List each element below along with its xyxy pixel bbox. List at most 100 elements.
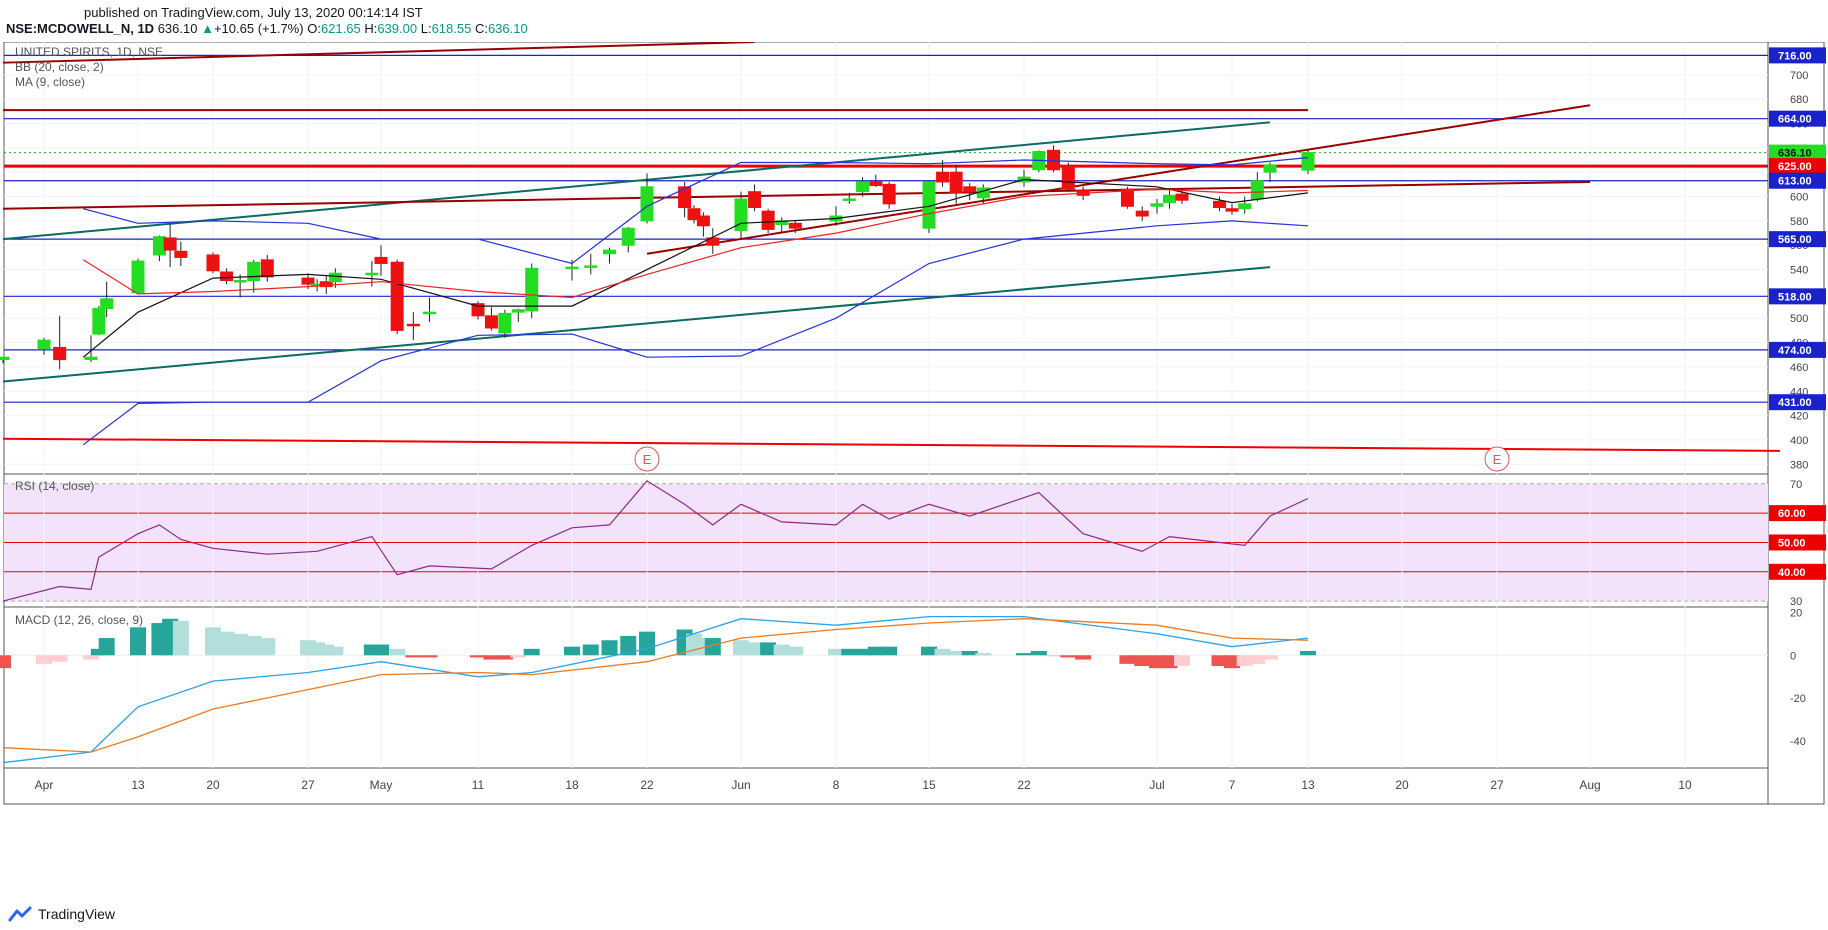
rsi-level-text: 50.00 bbox=[1778, 537, 1806, 549]
price-label-badge bbox=[1769, 144, 1826, 161]
macd-histogram-bar bbox=[961, 650, 978, 656]
high-value: 639.00 bbox=[377, 21, 418, 36]
candle-body bbox=[584, 265, 598, 268]
candle-body bbox=[84, 356, 98, 361]
time-axis-label: Aug bbox=[1579, 778, 1600, 792]
macd-histogram-bar bbox=[51, 655, 68, 662]
time-axis-label: 11 bbox=[472, 778, 485, 792]
tradingview-logo-icon[interactable] bbox=[8, 906, 32, 922]
rsi-tick-label: 70 bbox=[1790, 479, 1802, 491]
brand-name: TradingView bbox=[38, 906, 116, 922]
time-axis-label: 13 bbox=[1301, 778, 1315, 792]
symbol-name: NSE:MCDOWELL_N, 1D bbox=[6, 21, 155, 36]
time-axis-label: 20 bbox=[1395, 778, 1409, 792]
candle-body bbox=[301, 277, 315, 285]
time-axis-label: May bbox=[370, 778, 393, 792]
macd-histogram-bar bbox=[934, 648, 951, 656]
time-axis-label: 13 bbox=[131, 778, 145, 792]
price-label-badge bbox=[1769, 288, 1826, 305]
bb-basis-line bbox=[82, 188, 1309, 299]
macd-histogram-bar bbox=[1224, 655, 1240, 669]
price-label-badge bbox=[1769, 172, 1826, 189]
macd-tick-label: -40 bbox=[1790, 736, 1806, 748]
high-label: H: bbox=[364, 21, 378, 36]
price-tick-label: 400 bbox=[1790, 435, 1808, 447]
rsi-line bbox=[2, 480, 1309, 602]
candle-body bbox=[0, 356, 10, 361]
macd-histogram-bar bbox=[0, 655, 11, 669]
trendline bbox=[2, 437, 1781, 452]
last-price: 636.10 bbox=[157, 21, 198, 36]
candle-body bbox=[233, 280, 247, 283]
macd-histogram-bar bbox=[36, 655, 52, 664]
macd-histogram-bar bbox=[746, 642, 763, 656]
price-label-badge bbox=[1769, 47, 1826, 64]
candle-body bbox=[1061, 165, 1075, 190]
candle-body bbox=[1225, 208, 1239, 212]
price-tick-label: 540 bbox=[1790, 265, 1808, 277]
price-label-badge bbox=[1769, 231, 1826, 248]
price-tick-label: 700 bbox=[1790, 70, 1808, 82]
candle-body bbox=[511, 309, 525, 313]
macd-tick-label: -20 bbox=[1790, 693, 1806, 705]
macd-histogram-bar bbox=[205, 627, 221, 656]
macd-histogram-bar bbox=[259, 638, 276, 656]
macd-histogram-bar bbox=[1174, 655, 1190, 667]
macd-histogram-bar bbox=[373, 644, 389, 656]
macd-histogram-bar bbox=[1262, 655, 1278, 660]
macd-histogram-bar bbox=[1134, 655, 1151, 667]
macd-histogram-bar bbox=[975, 653, 992, 656]
macd-histogram-bar bbox=[582, 644, 599, 656]
earnings-marker-icon bbox=[1484, 446, 1510, 472]
rsi-level-badge bbox=[1769, 534, 1826, 551]
chart-header: published on TradingView.com, July 13, 2… bbox=[0, 0, 1828, 42]
candle-body bbox=[621, 227, 635, 246]
chart-svg[interactable]: EE 3804004204404604805005205405605806006… bbox=[0, 41, 1828, 900]
macd-histogram-bar bbox=[470, 655, 486, 658]
macd-histogram-bar bbox=[881, 646, 898, 656]
low-label: L: bbox=[420, 21, 432, 36]
price-label-text: 625.00 bbox=[1778, 161, 1812, 173]
candle-body bbox=[100, 298, 114, 310]
candle-body bbox=[565, 266, 579, 270]
candle-body bbox=[220, 271, 234, 282]
rsi-level-text: 60.00 bbox=[1778, 508, 1806, 520]
price-label-text: 565.00 bbox=[1778, 234, 1812, 246]
time-axis-label: 15 bbox=[922, 778, 936, 792]
chart-area[interactable]: EE 3804004204404604805005205405605806006… bbox=[0, 41, 1828, 900]
candle-body bbox=[788, 222, 802, 229]
macd-histogram-bar bbox=[405, 655, 422, 658]
macd-histogram-bar bbox=[867, 646, 884, 656]
macd-histogram-bar bbox=[601, 640, 618, 656]
time-axis-label: 20 bbox=[206, 778, 220, 792]
bb-lower-line bbox=[82, 220, 1309, 446]
candle-body bbox=[260, 259, 274, 278]
macd-histogram-bar bbox=[854, 648, 871, 656]
macd-histogram-bar bbox=[760, 642, 777, 656]
candle-body bbox=[842, 198, 856, 201]
rsi-tick-label: 30 bbox=[1790, 596, 1802, 608]
candle-body bbox=[1150, 203, 1164, 207]
price-label-text: 716.00 bbox=[1778, 50, 1812, 62]
macd-histogram-bar bbox=[1149, 655, 1165, 669]
candle-body bbox=[1135, 210, 1149, 217]
close-value: 636.10 bbox=[487, 21, 528, 36]
price-tick-label: 420 bbox=[1790, 411, 1808, 423]
macd-histogram-bar bbox=[389, 648, 406, 656]
time-axis-label: 27 bbox=[1490, 778, 1504, 792]
earnings-marker-label: E bbox=[1493, 452, 1502, 467]
candle-body bbox=[525, 267, 539, 312]
candle-body bbox=[152, 236, 166, 256]
open-label: O: bbox=[307, 21, 321, 36]
macd-histogram-bar bbox=[1236, 655, 1253, 667]
legend-ma: MA (9, close) bbox=[15, 75, 85, 89]
candle-body bbox=[696, 215, 710, 227]
candle-body bbox=[374, 256, 388, 264]
macd-histogram-bar bbox=[1016, 653, 1032, 656]
candle-body bbox=[1175, 193, 1189, 201]
price-tick-label: 680 bbox=[1790, 94, 1808, 106]
candle-body bbox=[882, 183, 896, 205]
candle-body bbox=[131, 260, 145, 294]
candle-body bbox=[1238, 203, 1252, 210]
candle-body bbox=[1250, 180, 1264, 200]
